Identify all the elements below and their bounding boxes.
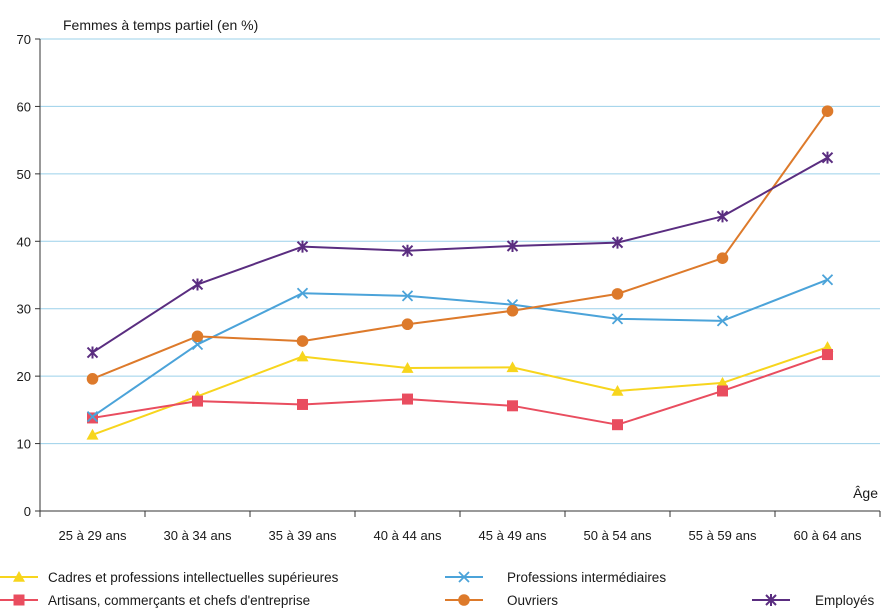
point-marker xyxy=(297,399,308,410)
legend-label: Artisans, commerçants et chefs d'entrepr… xyxy=(48,593,310,608)
x-tick-label: 35 à 39 ans xyxy=(269,528,337,543)
x-tick-label: 30 à 34 ans xyxy=(164,528,232,543)
y-tick-label: 30 xyxy=(17,302,31,317)
grid xyxy=(40,39,880,444)
legend-label: Cadres et professions intellectuelles su… xyxy=(48,570,339,585)
legend-label: Ouvriers xyxy=(507,593,558,608)
point-marker xyxy=(297,351,309,362)
point-marker xyxy=(717,252,729,264)
point-marker xyxy=(822,105,834,117)
point-marker xyxy=(192,396,203,407)
point-marker xyxy=(192,331,204,343)
x-tick-label: 60 à 64 ans xyxy=(794,528,862,543)
x-tick-labels: 25 à 29 ans 30 à 34 ans 35 à 39 ans 40 à 44… xyxy=(40,511,880,543)
point-marker xyxy=(193,278,203,290)
series-line xyxy=(93,158,828,353)
series-1 xyxy=(87,349,833,430)
y-axis-title: Femmes à temps partiel (en %) xyxy=(63,17,258,33)
point-marker xyxy=(717,385,728,396)
legend-item: Artisans, commerçants et chefs d'entrepr… xyxy=(0,593,310,608)
series xyxy=(87,105,834,439)
x-axis-title: Âge xyxy=(853,485,878,501)
legend-item: Ouvriers xyxy=(445,593,558,608)
legend-label: Employés xyxy=(815,593,875,608)
y-tick-label: 0 xyxy=(24,504,31,519)
x-tick-label: 40 à 44 ans xyxy=(374,528,442,543)
legend-item: Professions intermédiaires xyxy=(445,570,666,585)
x-tick-label: 55 à 59 ans xyxy=(689,528,757,543)
point-marker xyxy=(297,335,309,347)
point-marker xyxy=(507,305,519,317)
legend-label: Professions intermédiaires xyxy=(507,570,666,585)
point-marker xyxy=(823,275,833,285)
point-marker xyxy=(822,349,833,360)
point-marker xyxy=(507,400,518,411)
point-marker xyxy=(612,419,623,430)
y-tick-label: 70 xyxy=(17,32,31,47)
axes xyxy=(40,39,880,511)
point-marker xyxy=(402,318,414,330)
legend-item: Employés xyxy=(752,593,875,608)
point-marker xyxy=(14,595,25,606)
legend-item: Cadres et professions intellectuelles su… xyxy=(0,570,339,585)
legend: Cadres et professions intellectuelles su… xyxy=(0,570,875,608)
point-marker xyxy=(612,288,624,300)
x-tick-label: 50 à 54 ans xyxy=(584,528,652,543)
y-tick-label: 50 xyxy=(17,167,31,182)
point-marker xyxy=(823,152,833,164)
point-marker xyxy=(458,594,470,606)
x-tick-label: 45 à 49 ans xyxy=(479,528,547,543)
x-tick-label: 25 à 29 ans xyxy=(59,528,127,543)
y-tick-label: 10 xyxy=(17,437,31,452)
point-marker xyxy=(87,373,99,385)
y-tick-label: 40 xyxy=(17,234,31,249)
y-tick-labels: 0 10 20 30 40 50 60 70 xyxy=(17,32,40,519)
point-marker xyxy=(88,347,98,359)
point-marker xyxy=(402,394,413,405)
y-tick-label: 60 xyxy=(17,99,31,114)
y-tick-label: 20 xyxy=(17,369,31,384)
